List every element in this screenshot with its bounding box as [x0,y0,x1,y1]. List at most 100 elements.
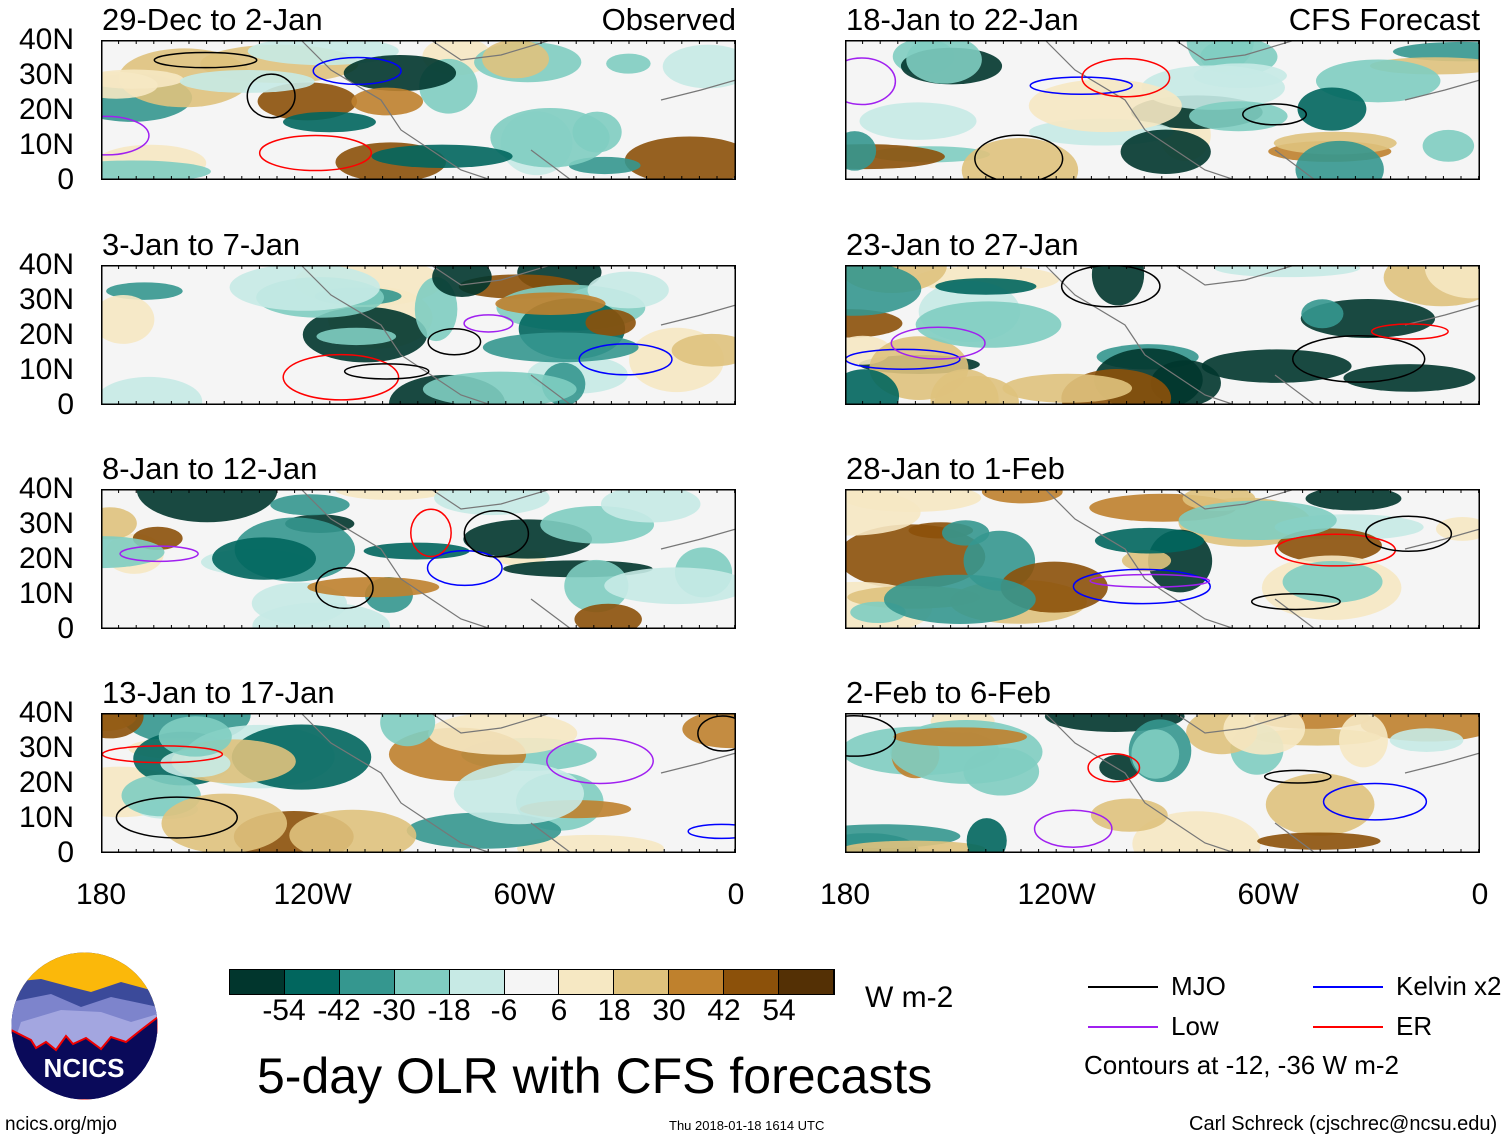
olr-map-panel [101,40,736,180]
chart-title: 5-day OLR with CFS forecasts [257,1048,933,1104]
olr-anomaly-blob [212,537,317,580]
lon-tick-label: 120W [1017,878,1096,911]
olr-anomaly-blob [859,102,977,140]
olr-anomaly-blob [428,713,578,755]
colorbar-tick-label: -18 [427,994,471,1027]
olr-anomaly-blob [845,265,922,316]
olr-anomaly-blob [604,567,736,605]
panel-frame [845,40,1480,180]
colorbar-swatch [669,970,725,994]
olr-map-panel [845,40,1480,180]
panel-title: 2-Feb to 6-Feb [846,675,1052,710]
contour-line [315,566,374,610]
olr-anomaly-blob [585,309,636,336]
legend-label: MJO [1171,971,1226,1001]
olr-anomaly-blob [1201,349,1352,383]
contour-line [312,56,402,86]
lat-tick-label: 30N [18,507,74,540]
olr-anomaly-blob [257,82,358,121]
olr-anomaly-blob [600,489,701,523]
olr-anomaly-blob [1282,560,1383,603]
colorbar-tick-label: -30 [372,994,416,1027]
lat-tick-label: 20N [18,766,74,799]
olr-anomaly-blob [101,507,137,540]
olr-anomaly-blob [101,376,203,405]
coastline [1044,40,1480,180]
contour-line [282,353,400,401]
author-credit: Carl Schreck (cjschrec@ncsu.edu) [1189,1113,1498,1135]
lat-tick-label: 30N [18,283,74,316]
colorbar-tick-label: 18 [597,994,631,1027]
contour-line [119,545,199,563]
panel-title: 13-Jan to 17-Jan [102,675,335,710]
legend-line-low [1088,1026,1158,1028]
olr-anomaly-blob [845,309,903,338]
olr-anomaly-blob [845,131,877,171]
olr-anomaly-blob [1121,549,1172,572]
olr-anomaly-blob [845,489,921,536]
olr-anomaly-blob [289,809,417,853]
olr-anomaly-blob [587,271,669,309]
olr-anomaly-blob [564,559,629,613]
contour-line [1370,323,1449,340]
contour-line [687,823,736,840]
contour-line [1072,568,1211,605]
olr-anomaly-blob [915,301,1062,348]
coastline [300,713,736,853]
lat-tick-label: 30N [18,58,74,91]
contour-line [974,134,1064,180]
contour-line [1089,573,1211,588]
colorbar-swatch [614,970,670,994]
contour-line [697,715,736,752]
lat-tick-label: 10N [18,801,74,834]
olr-map-panel [845,489,1480,629]
olr-map-panel [101,489,736,629]
observed-label: Observed [601,2,736,37]
legend-label: Kelvin x2 [1396,971,1502,1001]
contour-line [410,508,452,558]
olr-map-panel [845,265,1480,405]
colorbar-tick-label: 54 [762,994,796,1027]
olr-anomaly-blob [1090,798,1168,832]
contour-line [427,327,482,356]
olr-anomaly-blob [1189,101,1288,132]
panel-frame [101,713,736,853]
olr-anomaly-blob [351,87,424,116]
contour-line [1087,753,1141,783]
olr-anomaly-blob [935,278,1037,295]
olr-anomaly-blob [1120,129,1211,174]
panel-title: 23-Jan to 27-Jan [846,227,1079,262]
contour-line [101,115,150,156]
olr-anomaly-blob [906,40,982,84]
olr-anomaly-blob [270,494,350,516]
source-url[interactable]: ncics.org/mjo [5,1114,117,1135]
colorbar-swatch [339,970,395,994]
olr-anomaly-blob [158,716,232,757]
olr-anomaly-blob [335,489,450,501]
contour-line [246,73,296,119]
lat-tick-label: 40N [18,248,74,281]
lat-tick-label: 0 [57,388,74,421]
olr-anomaly-blob [1389,728,1464,752]
contour-line [845,57,897,106]
olr-anomaly-blob [1131,729,1180,779]
contour-line [1081,57,1171,98]
olr-anomaly-blob [161,793,288,853]
contour-line [258,134,373,172]
olr-anomaly-blob [1436,517,1480,541]
contour-line [463,314,514,333]
colorbar-swatch [284,970,340,994]
olr-anomaly-blob [282,111,376,133]
olr-anomaly-blob [1223,713,1306,755]
olr-anomaly-blob [101,713,144,739]
olr-anomaly-blob [1214,265,1361,278]
olr-anomaly-blob [363,542,470,560]
panel-frame [101,40,736,180]
panel-frame [845,489,1480,629]
coastline [300,265,736,405]
contour-note: Contours at -12, -36 W m-2 [1084,1050,1399,1080]
olr-map-panel [845,713,1480,853]
panel-frame [845,713,1480,853]
olr-anomaly-blob [247,40,399,66]
olr-anomaly-blob [371,144,513,168]
